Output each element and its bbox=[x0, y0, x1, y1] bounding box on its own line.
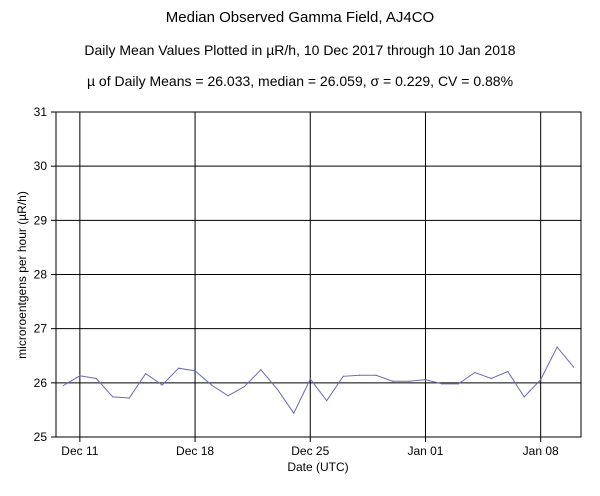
y-tick-label: 29 bbox=[34, 213, 48, 227]
x-tick-label: Jan 01 bbox=[407, 444, 443, 458]
data-point bbox=[112, 396, 114, 398]
x-tick-labels: Dec 11 Dec 18 Dec 25 Jan 01 Jan 08 bbox=[61, 444, 559, 458]
data-point bbox=[227, 395, 229, 397]
y-tick-label: 26 bbox=[34, 376, 48, 390]
x-tick-label: Dec 25 bbox=[291, 444, 329, 458]
data-point bbox=[441, 383, 443, 385]
chart-stats: µ of Daily Means = 26.033, median = 26.0… bbox=[86, 73, 514, 89]
data-point bbox=[474, 371, 476, 374]
plot-border bbox=[55, 111, 582, 438]
data-point bbox=[260, 369, 262, 371]
data-point bbox=[309, 378, 311, 380]
series-layer bbox=[62, 346, 575, 415]
data-point bbox=[540, 378, 542, 381]
data-point bbox=[161, 384, 163, 386]
y-tick-label: 28 bbox=[34, 268, 48, 282]
data-point bbox=[79, 375, 81, 377]
data-point bbox=[424, 378, 427, 381]
data-point bbox=[507, 370, 509, 373]
data-point bbox=[391, 380, 394, 382]
data-point bbox=[243, 386, 246, 388]
data-point bbox=[326, 400, 328, 402]
x-tick-label: Dec 18 bbox=[176, 444, 214, 458]
chart-title: Median Observed Gamma Field, AJ4CO bbox=[165, 9, 435, 26]
data-point bbox=[408, 380, 410, 382]
data-point bbox=[293, 412, 295, 414]
x-tick-label: Dec 11 bbox=[61, 444, 98, 458]
y-tick-labels: 25 26 27 28 29 30 31 bbox=[34, 105, 48, 444]
data-point bbox=[62, 384, 65, 387]
y-axis-label: microroentgens per hour (µR/h) bbox=[15, 191, 29, 359]
data-point bbox=[194, 370, 196, 372]
data-point bbox=[342, 375, 344, 377]
plot-frame bbox=[55, 111, 582, 438]
grid-lines bbox=[51, 111, 581, 442]
y-tick-label: 30 bbox=[34, 159, 48, 173]
data-point bbox=[572, 366, 575, 368]
data-point bbox=[523, 396, 525, 398]
series-line bbox=[63, 346, 574, 415]
data-point bbox=[457, 383, 459, 385]
data-point bbox=[145, 373, 147, 375]
data-point bbox=[490, 377, 492, 380]
data-point bbox=[128, 397, 130, 399]
data-point bbox=[276, 388, 278, 390]
y-tick-label: 25 bbox=[34, 430, 48, 444]
data-point bbox=[95, 377, 97, 380]
data-point bbox=[375, 374, 377, 376]
x-axis-label: Date (UTC) bbox=[287, 460, 348, 474]
y-tick-label: 27 bbox=[34, 322, 48, 336]
y-tick-label: 31 bbox=[34, 105, 48, 119]
chart-subtitle: Daily Mean Values Plotted in µR/h, 10 De… bbox=[84, 42, 516, 58]
data-point bbox=[210, 384, 213, 386]
data-point bbox=[359, 374, 361, 376]
x-tick-label: Jan 08 bbox=[523, 444, 559, 458]
data-point bbox=[178, 367, 180, 369]
data-point bbox=[556, 346, 558, 348]
